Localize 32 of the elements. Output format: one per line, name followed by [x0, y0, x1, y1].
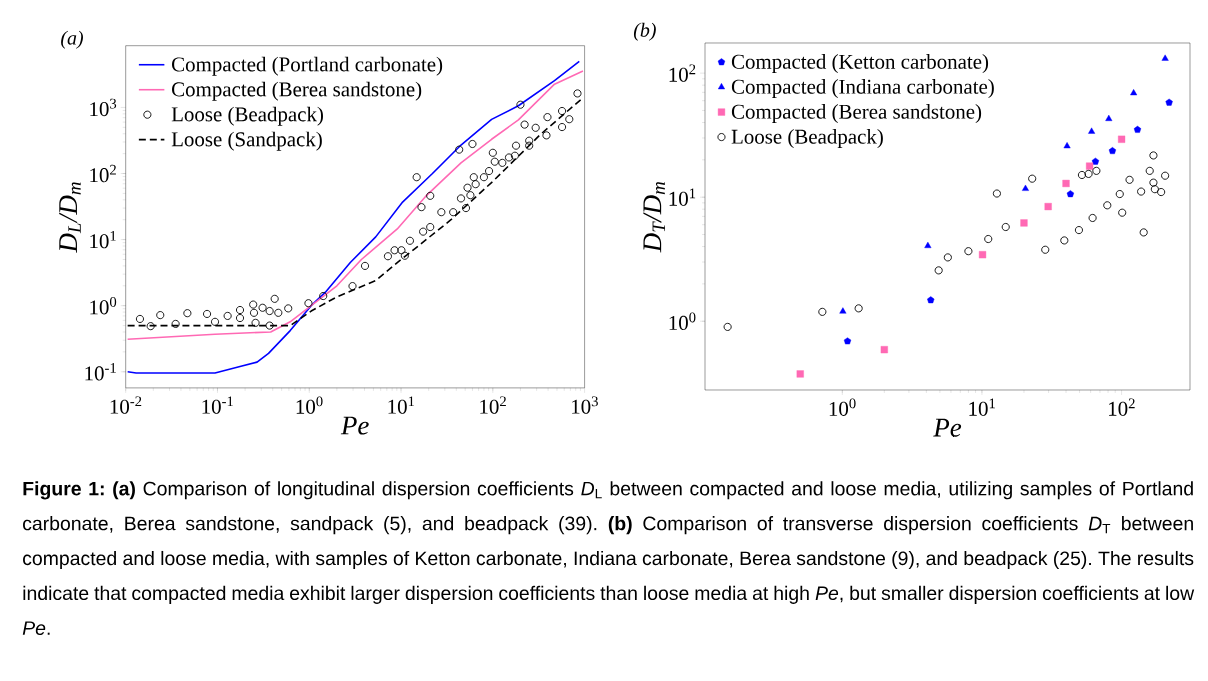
chart-title: (a)	[61, 30, 83, 49]
y-axis-title: D$_{T}$/D$_{m}$	[643, 182, 665, 253]
x-axis-title: Pe	[933, 418, 962, 437]
x-tick-label: 10$^{0}$	[296, 396, 323, 414]
legend-label: Compacted (Indiana carbonate)	[731, 79, 994, 99]
legend-label: Compacted (Portland carbonate)	[172, 56, 443, 76]
legend-label: Compacted (Ketton carbonate)	[731, 54, 989, 74]
y-tick-label: 10$^{2}$	[669, 64, 696, 82]
y-tick-label: 10$^{0}$	[669, 312, 696, 330]
x-axis-title: Pe	[340, 416, 369, 435]
x-tick-label: 10$^{2}$	[1109, 398, 1135, 416]
x-tick-label: 10$^{2}$	[480, 396, 506, 414]
y-tick-label: 10$^{1}$	[669, 188, 696, 206]
y-axis-title: D$_{L}$/D$_{m}$	[59, 182, 81, 253]
legend-label: Loose (Sandpack)	[171, 131, 322, 151]
legend-label: Compacted (Berea sandstone)	[731, 104, 982, 124]
legend-label: Compacted (Berea sandstone)	[172, 81, 422, 101]
x-tick-label: 10$^{1}$	[388, 396, 415, 414]
x-tick-label: 10$^{-1}$	[202, 396, 233, 414]
x-tick-label: 10$^{3}$	[572, 396, 598, 414]
y-tick-label: 10$^{0}$	[90, 296, 117, 315]
chart-title: (b)	[633, 22, 656, 41]
x-tick-label: 10$^{1}$	[969, 398, 995, 416]
legend-label: Loose (Beadpack)	[171, 106, 323, 126]
y-tick-label: 10$^{2}$	[90, 164, 116, 183]
text: Figure 1: (a) Comparison of longitudinal dispersion coefficients D$_{L}$ between compacted and loose media, utilizing samples of Portland carbonate, Berea sandstone, sandpack (5), and beadpack (39). (b) Comparison of transverse dispersion coefficients D$_{T}$ between compacted and loose media, with samples of Ketton carbonate, Indiana carbonate, Berea sandstone (9), and beadpack (25). The results indicate that compacted media exhibit larger dispersion coefficients than loose media at high Pe, but smaller dispersion coefficients at low Pe.	[22, 481, 1195, 635]
x-tick-label: 10$^{0}$	[829, 398, 856, 416]
x-tick-label: 10$^{-2}$	[110, 396, 142, 414]
y-tick-label: 10$^{3}$	[90, 98, 117, 117]
legend-label: Loose (Beadpack)	[731, 129, 883, 149]
y-tick-label: 10$^{1}$	[90, 230, 116, 249]
y-tick-label: 10$^{-1}$	[85, 363, 116, 381]
